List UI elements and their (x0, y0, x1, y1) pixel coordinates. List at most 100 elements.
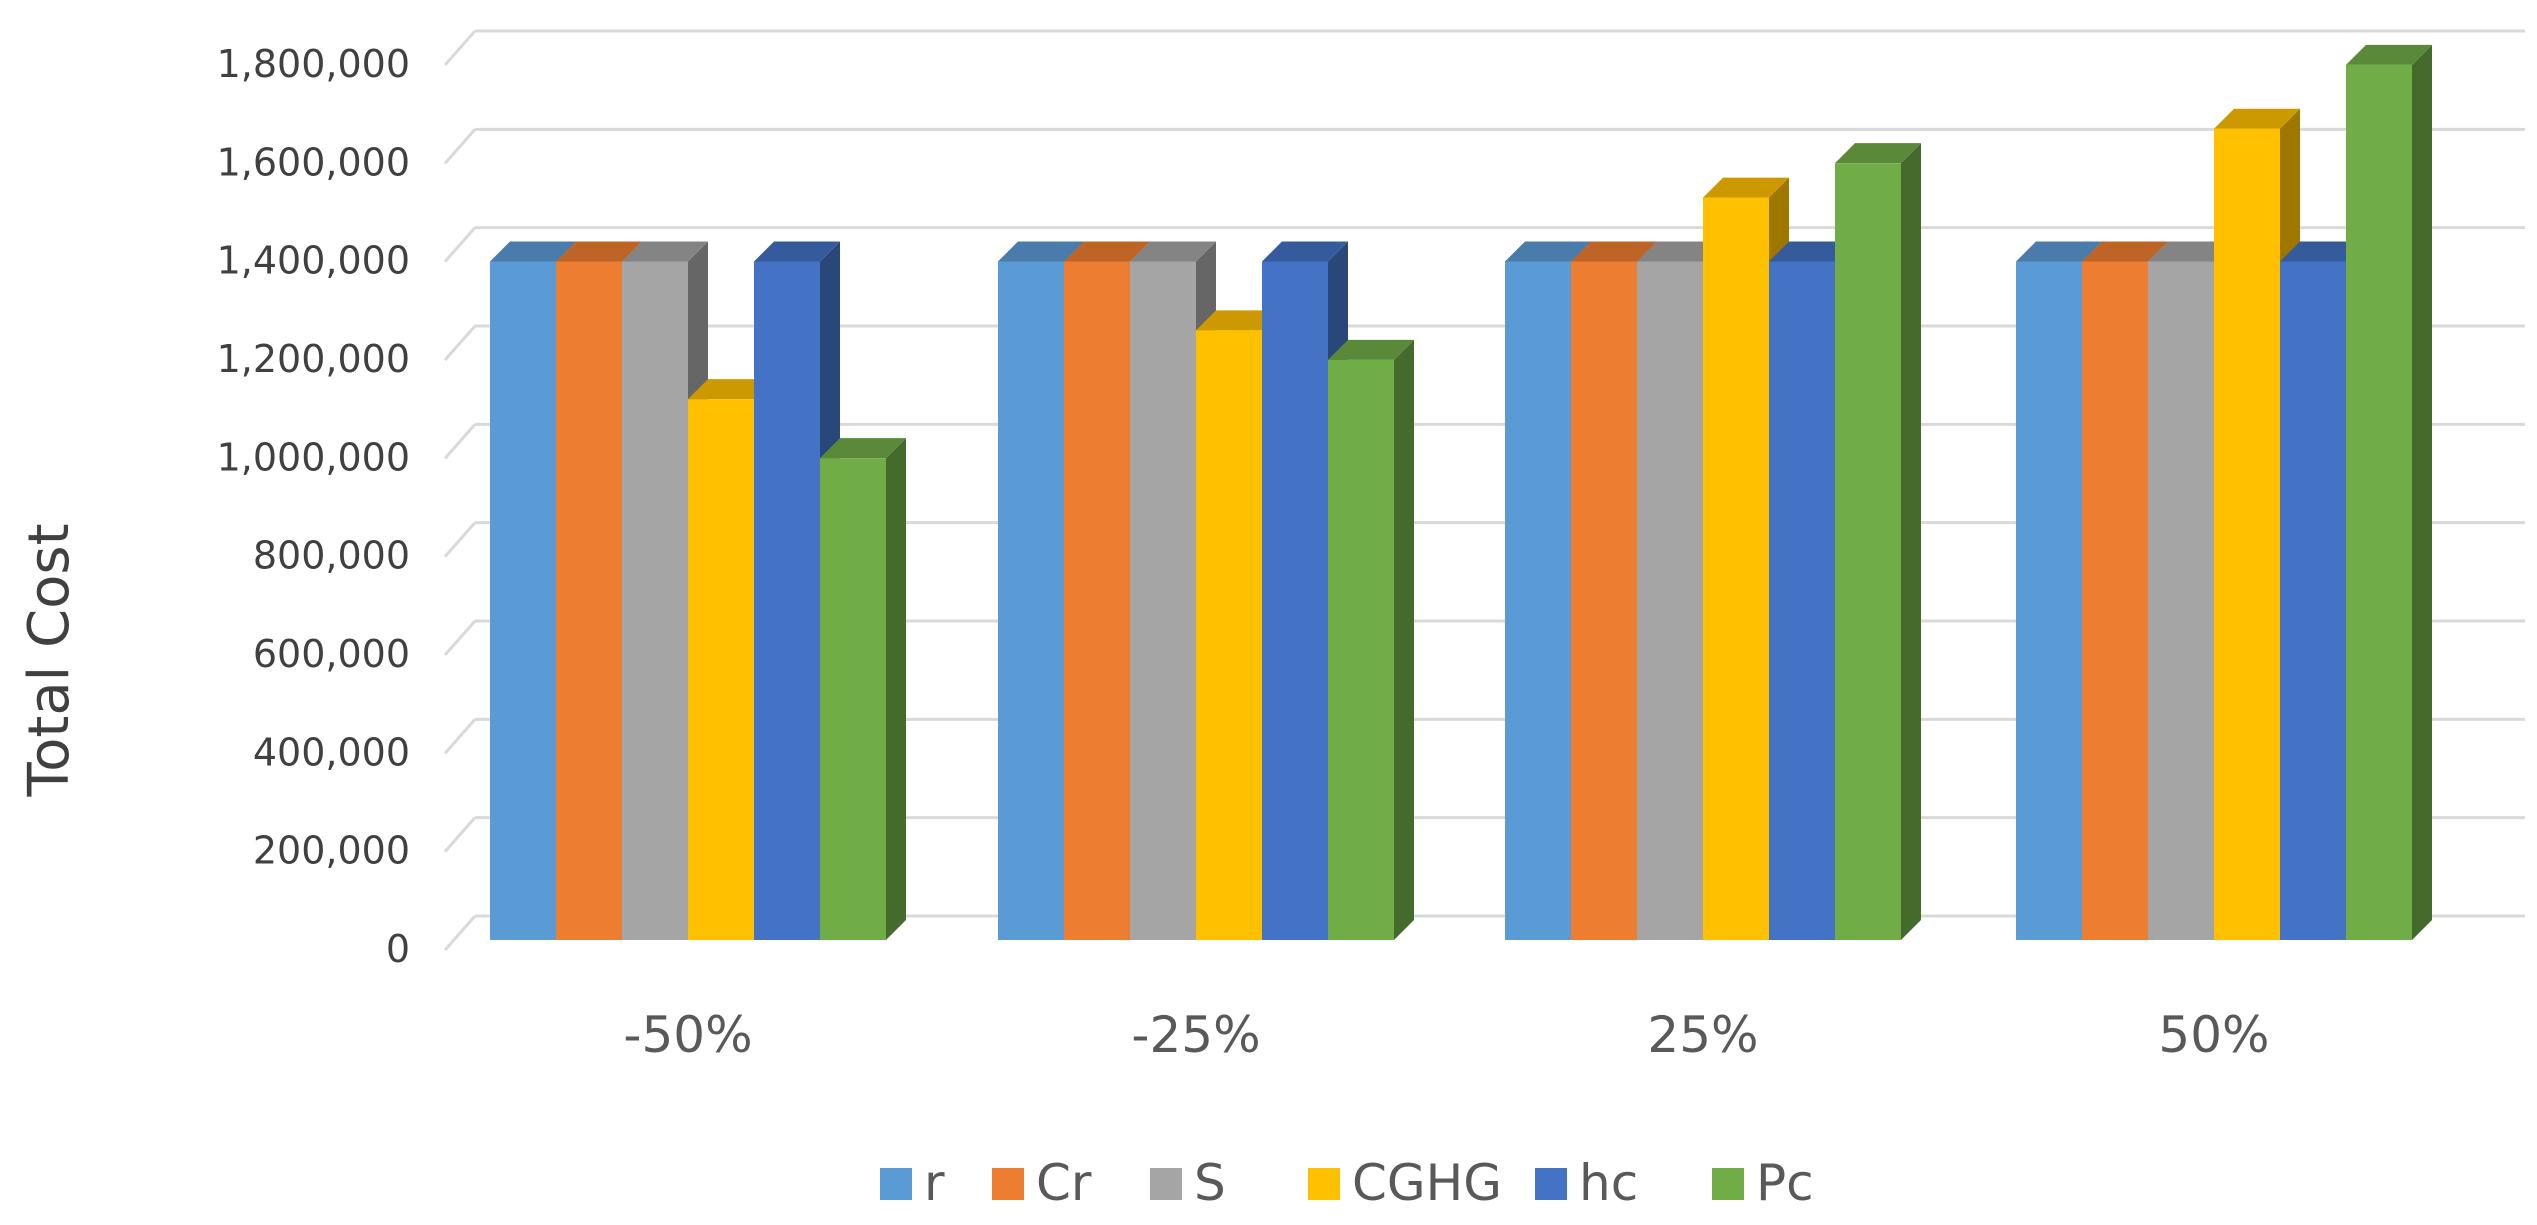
legend-item: hc (1535, 1154, 1638, 1212)
bar-top (1328, 339, 1414, 360)
gridline-depth (443, 325, 477, 361)
bar-top (1130, 241, 1216, 262)
gridline-depth (443, 816, 477, 853)
bar-top (1196, 310, 1282, 331)
legend-swatch (1535, 1168, 1567, 1200)
x-category-label: -50% (623, 1006, 752, 1064)
bar-cluster (490, 241, 906, 941)
x-axis-categories: -50% -25% 25% 50% (623, 1006, 2269, 1064)
bar-side (1901, 143, 1921, 940)
bar-top (2214, 108, 2300, 129)
x-category-label: 50% (2158, 1006, 2269, 1064)
bar-front (688, 399, 754, 941)
x-category-label: -25% (1131, 1006, 1260, 1064)
legend-swatch (1150, 1168, 1182, 1200)
y-tick-label: 1,400,000 (217, 239, 410, 283)
bar-cluster (2016, 44, 2432, 941)
bar-top (2016, 241, 2102, 262)
bar (2346, 44, 2432, 941)
legend-item: r (880, 1154, 945, 1212)
bar (1328, 339, 1414, 940)
gridline-depth (443, 423, 477, 460)
bar-top (688, 379, 774, 400)
bar-front (1769, 261, 1835, 940)
bar-front (2016, 261, 2082, 940)
legend-swatch (1712, 1168, 1744, 1200)
legend-label: Cr (1036, 1154, 1092, 1212)
bar-top (2346, 44, 2432, 65)
bar-top (2148, 241, 2234, 262)
bar-front (1703, 197, 1769, 941)
legend-item: Pc (1712, 1154, 1814, 1212)
bar (820, 438, 906, 940)
y-tick-label: 1,600,000 (217, 140, 410, 184)
y-tick-label: 200,000 (253, 829, 410, 873)
y-tick-label: 600,000 (253, 632, 410, 676)
legend-swatch (1308, 1168, 1340, 1200)
y-tick-label: 800,000 (253, 534, 410, 578)
bar-front (2280, 261, 2346, 940)
bar-top (820, 438, 906, 459)
bar-front (754, 261, 820, 940)
bar-side (886, 438, 906, 940)
bar-top (998, 241, 1084, 262)
gridline-depth (443, 226, 477, 263)
y-tick-label: 400,000 (253, 730, 410, 774)
bar-top (2082, 241, 2168, 262)
legend-item: S (1150, 1154, 1226, 1212)
bar-top (1637, 241, 1723, 262)
bar-front (1637, 261, 1703, 940)
bar-top (1571, 241, 1657, 262)
bar-front (1505, 261, 1571, 940)
bar-top (622, 241, 708, 262)
legend-label: r (924, 1154, 945, 1212)
y-axis-title: Total Cost (17, 523, 82, 797)
y-tick-label: 0 (386, 927, 410, 971)
bar-front (1571, 261, 1637, 940)
legend: r Cr S CGHG hc Pc (880, 1154, 1814, 1212)
bar-front (998, 261, 1064, 940)
bar-top (1835, 143, 1921, 164)
bar-top (1262, 241, 1348, 262)
legend-item: CGHG (1308, 1154, 1502, 1212)
bar-front (2082, 261, 2148, 940)
bar-front (2214, 128, 2280, 940)
bar-side (2412, 44, 2432, 941)
bar-front (556, 261, 622, 940)
y-tick-label: 1,000,000 (217, 435, 410, 479)
bar-front (490, 261, 556, 940)
gridline-depth (443, 30, 477, 66)
bar-front (1835, 163, 1901, 940)
y-axis-ticks: 0 200,000 400,000 600,000 800,000 1,000,000 1,… (217, 42, 410, 971)
legend-label: S (1194, 1154, 1226, 1212)
bar-top (2280, 241, 2366, 262)
bar (1835, 143, 1921, 940)
bar-front (1064, 261, 1130, 940)
gridline-depth (443, 915, 477, 951)
bar-cluster (1505, 143, 1921, 941)
bar-front (1130, 261, 1196, 940)
gridline-depth (443, 521, 477, 558)
bar-front (622, 261, 688, 940)
legend-label: hc (1579, 1154, 1638, 1212)
gridline-depth (443, 718, 477, 755)
gridline-depth (443, 128, 477, 165)
bar-top (1769, 241, 1855, 262)
bar-cluster (998, 241, 1414, 940)
bar-front (820, 458, 886, 940)
bar-top (1064, 241, 1150, 262)
x-category-label: 25% (1647, 1006, 1758, 1064)
bar-front (1328, 359, 1394, 940)
legend-item: Cr (992, 1154, 1092, 1212)
legend-swatch (992, 1168, 1024, 1200)
y-tick-label: 1,800,000 (217, 42, 410, 86)
bars (490, 44, 2432, 941)
bar-front (2346, 64, 2412, 941)
legend-label: Pc (1756, 1154, 1814, 1212)
y-tick-label: 1,200,000 (217, 337, 410, 381)
bar-top (1703, 177, 1789, 198)
bar-top (1505, 241, 1591, 262)
gridline-depth (443, 620, 477, 656)
